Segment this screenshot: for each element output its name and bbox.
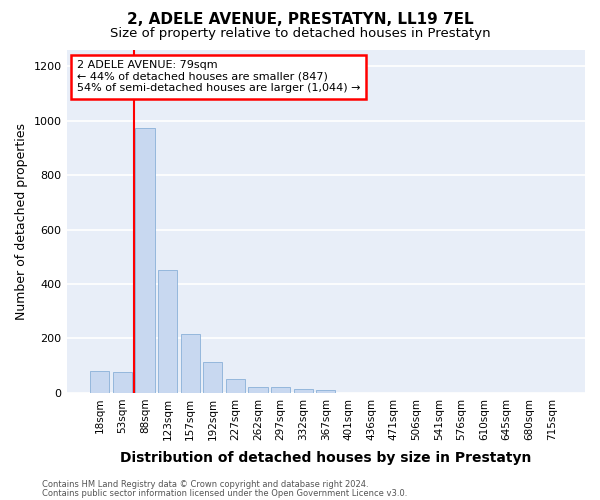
Text: Contains HM Land Registry data © Crown copyright and database right 2024.: Contains HM Land Registry data © Crown c…: [42, 480, 368, 489]
Bar: [90, 371, 109, 393]
Y-axis label: Number of detached properties: Number of detached properties: [15, 123, 28, 320]
Text: 2, ADELE AVENUE, PRESTATYN, LL19 7EL: 2, ADELE AVENUE, PRESTATYN, LL19 7EL: [127, 12, 473, 28]
Bar: [113, 372, 132, 393]
X-axis label: Distribution of detached houses by size in Prestatyn: Distribution of detached houses by size …: [120, 451, 532, 465]
Bar: [181, 334, 200, 393]
Bar: [293, 389, 313, 393]
Text: Contains public sector information licensed under the Open Government Licence v3: Contains public sector information licen…: [42, 488, 407, 498]
Bar: [226, 380, 245, 393]
Text: 2 ADELE AVENUE: 79sqm
← 44% of detached houses are smaller (847)
54% of semi-det: 2 ADELE AVENUE: 79sqm ← 44% of detached …: [77, 60, 361, 94]
Bar: [203, 362, 223, 393]
Bar: [136, 128, 155, 393]
Bar: [271, 388, 290, 393]
Bar: [248, 388, 268, 393]
Bar: [158, 270, 177, 393]
Bar: [316, 390, 335, 393]
Text: Size of property relative to detached houses in Prestatyn: Size of property relative to detached ho…: [110, 28, 490, 40]
